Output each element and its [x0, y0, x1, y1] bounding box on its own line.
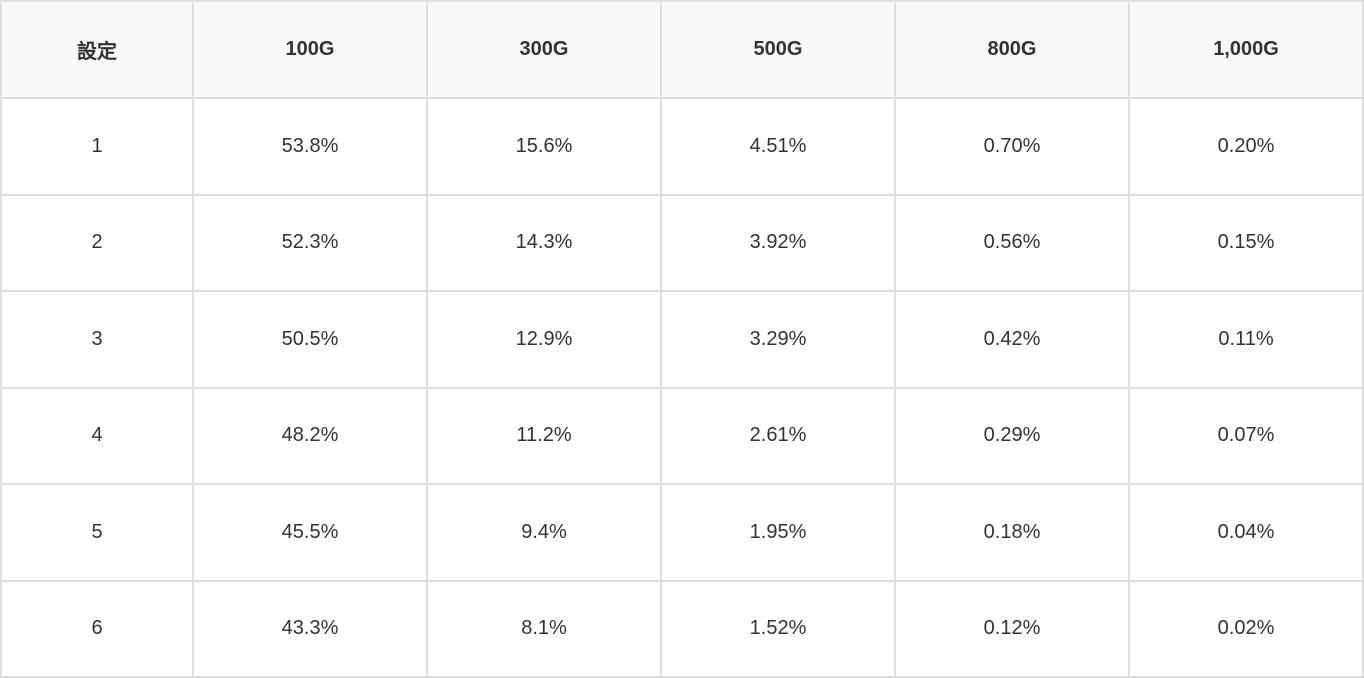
probability-cell: 50.5%	[192, 290, 428, 389]
setting-number-cell: 2	[0, 193, 194, 292]
probability-cell: 14.3%	[426, 193, 662, 292]
probability-cell: 0.04%	[1128, 483, 1364, 582]
probability-cell: 0.02%	[1128, 579, 1364, 678]
probability-cell: 0.11%	[1128, 290, 1364, 389]
table-row: 3 50.5% 12.9% 3.29% 0.42% 0.11%	[0, 290, 1364, 389]
column-header: 800G	[894, 0, 1130, 99]
probability-cell: 3.92%	[660, 193, 896, 292]
probability-cell: 0.18%	[894, 483, 1130, 582]
column-header: 500G	[660, 0, 896, 99]
probability-cell: 0.56%	[894, 193, 1130, 292]
probability-cell: 3.29%	[660, 290, 896, 389]
probability-cell: 0.29%	[894, 386, 1130, 485]
probability-cell: 53.8%	[192, 97, 428, 196]
probability-cell: 9.4%	[426, 483, 662, 582]
probability-cell: 15.6%	[426, 97, 662, 196]
probability-cell: 1.52%	[660, 579, 896, 678]
probability-cell: 11.2%	[426, 386, 662, 485]
table-row: 2 52.3% 14.3% 3.92% 0.56% 0.15%	[0, 193, 1364, 292]
column-header: 100G	[192, 0, 428, 99]
table-row: 1 53.8% 15.6% 4.51% 0.70% 0.20%	[0, 97, 1364, 196]
probability-cell: 12.9%	[426, 290, 662, 389]
probability-cell: 0.42%	[894, 290, 1130, 389]
probability-cell: 1.95%	[660, 483, 896, 582]
column-header: 1,000G	[1128, 0, 1364, 99]
probability-cell: 8.1%	[426, 579, 662, 678]
probability-cell: 52.3%	[192, 193, 428, 292]
column-header: 300G	[426, 0, 662, 99]
table-row: 5 45.5% 9.4% 1.95% 0.18% 0.04%	[0, 483, 1364, 582]
table-row: 4 48.2% 11.2% 2.61% 0.29% 0.07%	[0, 386, 1364, 485]
probability-cell: 0.15%	[1128, 193, 1364, 292]
probability-cell: 0.20%	[1128, 97, 1364, 196]
probability-cell: 48.2%	[192, 386, 428, 485]
table-header-row: 設定 100G 300G 500G 800G 1,000G	[0, 0, 1364, 99]
setting-number-cell: 3	[0, 290, 194, 389]
probability-cell: 45.5%	[192, 483, 428, 582]
probability-cell: 0.70%	[894, 97, 1130, 196]
probability-cell: 0.12%	[894, 579, 1130, 678]
table-body: 1 53.8% 15.6% 4.51% 0.70% 0.20% 2 52.3% 14.3% 3.9…	[0, 97, 1364, 678]
probability-cell: 0.07%	[1128, 386, 1364, 485]
probability-cell: 4.51%	[660, 97, 896, 196]
table-row: 6 43.3% 8.1% 1.52% 0.12% 0.02%	[0, 579, 1364, 678]
probability-cell: 43.3%	[192, 579, 428, 678]
probability-cell: 2.61%	[660, 386, 896, 485]
setting-number-cell: 5	[0, 483, 194, 582]
setting-number-cell: 1	[0, 97, 194, 196]
column-header-setting: 設定	[0, 0, 194, 99]
table-header: 設定 100G 300G 500G 800G 1,000G	[0, 0, 1364, 99]
setting-number-cell: 6	[0, 579, 194, 678]
setting-number-cell: 4	[0, 386, 194, 485]
